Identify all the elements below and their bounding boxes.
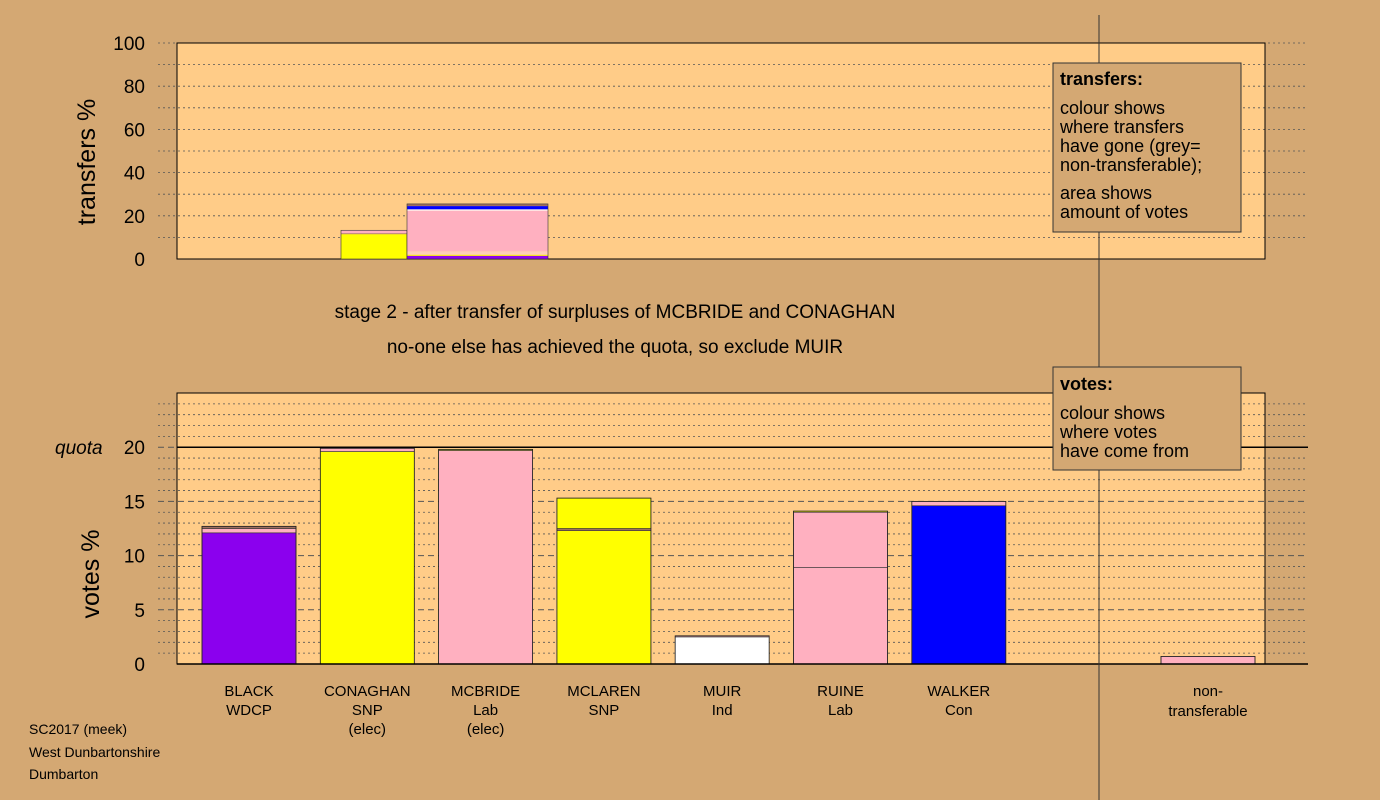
vote-segment — [319, 447, 415, 452]
votes-legend-line: have come from — [1060, 441, 1189, 461]
candidate-label: Con — [945, 702, 973, 719]
transfers-y-ticks: 0 20 40 60 80 100 — [113, 34, 145, 271]
votes-y-tick-label: 0 — [134, 655, 145, 676]
votes-y-tick-label: 15 — [124, 492, 145, 513]
candidate-label: Lab — [473, 702, 498, 719]
transfers-legend-line: have gone (grey= — [1060, 136, 1201, 156]
transfer-segment — [341, 234, 407, 259]
transfers-bars — [340, 203, 549, 260]
transfer-segment — [407, 206, 548, 210]
vote-segment — [674, 636, 770, 665]
candidate-label: CONAGHAN — [324, 683, 411, 700]
vote-segment — [201, 528, 297, 534]
transfers-legend-line: amount of votes — [1060, 202, 1188, 222]
footer-line: West Dunbartonshire — [29, 744, 160, 760]
vote-segment — [793, 511, 888, 568]
transfer-segment — [341, 233, 407, 235]
transfers-legend-line: non-transferable); — [1060, 155, 1202, 175]
transfer-segment — [407, 255, 548, 259]
candidate-label: non- — [1193, 683, 1223, 700]
transfer-segment — [407, 209, 548, 211]
vote-segment — [793, 567, 888, 665]
vote-segment — [201, 532, 297, 665]
transfers-legend: transfers: colour shows where transfers … — [1052, 62, 1242, 233]
votes-legend-title: votes: — [1060, 374, 1113, 394]
votes-y-tick-label: 20 — [124, 438, 145, 459]
stage-line-1: stage 2 - after transfer of surpluses of… — [335, 302, 896, 323]
transfers-y-tick-label: 100 — [113, 34, 145, 55]
candidate-label: SNP — [352, 702, 383, 719]
votes-legend: votes: colour shows where votes have com… — [1052, 366, 1242, 471]
votes-legend-line: colour shows — [1060, 403, 1165, 423]
candidate-label: transferable — [1168, 703, 1247, 720]
candidate-label: Lab — [828, 702, 853, 719]
vote-segment — [438, 450, 533, 665]
candidate-label: (elec) — [349, 721, 387, 738]
votes-y-ticks: 0 5 10 15 20 — [124, 438, 145, 676]
transfer-segment — [407, 210, 548, 252]
transfers-y-tick-label: 0 — [134, 250, 145, 271]
candidate-label: (elec) — [467, 721, 505, 738]
transfer-segment — [407, 251, 548, 255]
votes-bars — [201, 447, 1256, 665]
transfers-plot-frame — [176, 42, 1266, 260]
transfers-legend-line: area shows — [1060, 183, 1152, 203]
transfers-legend-line: colour shows — [1060, 98, 1165, 118]
candidate-label: MCLAREN — [567, 683, 640, 700]
vote-segment — [319, 451, 415, 665]
transfer-segment — [407, 203, 548, 207]
stage-line-2: no-one else has achieved the quota, so e… — [387, 337, 843, 358]
candidate-label: Ind — [712, 702, 733, 719]
candidate-label: MCBRIDE — [451, 683, 520, 700]
transfer-segment — [341, 232, 407, 234]
candidate-label: RUINE — [817, 683, 864, 700]
candidate-label: SNP — [588, 702, 619, 719]
candidate-label: BLACK — [224, 683, 273, 700]
transfer-segment — [407, 254, 548, 256]
footer-line: SC2017 (meek) — [29, 721, 127, 737]
vote-segment — [911, 505, 1007, 665]
candidate-label: WDCP — [226, 702, 272, 719]
candidate-label: MUIR — [703, 683, 741, 700]
vote-segment — [1160, 656, 1256, 665]
vote-segment — [556, 497, 652, 529]
votes-y-tick-label: 10 — [124, 547, 145, 568]
transfers-y-tick-label: 20 — [124, 207, 145, 228]
votes-legend-line: where votes — [1059, 422, 1157, 442]
transfers-legend-title: transfers: — [1060, 69, 1143, 89]
quota-label: quota — [55, 438, 103, 459]
transfers-y-axis-title: transfers % — [73, 99, 101, 225]
vote-segment — [556, 530, 652, 665]
transfers-legend-line: where transfers — [1059, 117, 1184, 137]
votes-y-axis-title: votes % — [77, 530, 105, 619]
votes-y-tick-label: 5 — [134, 601, 145, 622]
transfers-y-tick-label: 60 — [124, 120, 145, 141]
candidate-label: WALKER — [927, 683, 990, 700]
vote-segment — [911, 501, 1007, 507]
transfer-segment — [341, 230, 407, 232]
candidate-labels: BLACK WDCP CONAGHAN SNP (elec) MCBRIDE Lab (ele… — [224, 683, 1247, 738]
transfers-y-tick-label: 80 — [124, 77, 145, 98]
transfer-bar-outline — [406, 203, 549, 260]
vote-segment — [556, 528, 652, 531]
footer-line: Dumbarton — [29, 766, 98, 782]
transfers-y-tick-label: 40 — [124, 164, 145, 185]
